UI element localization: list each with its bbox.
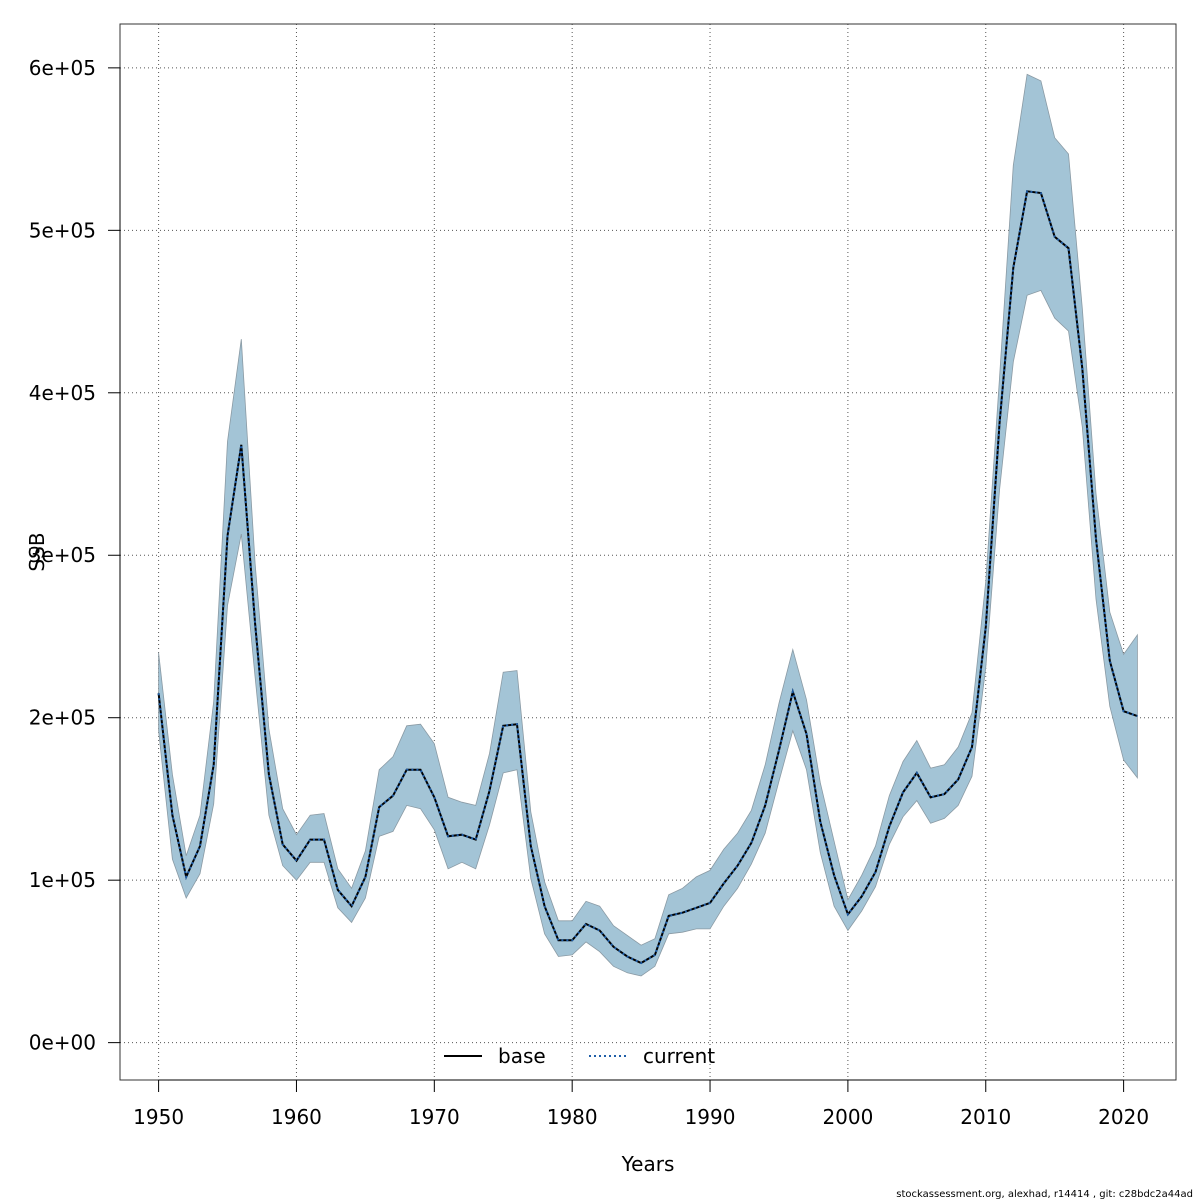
x-tick-label: 2010 (960, 1105, 1011, 1129)
confidence-band (158, 73, 1138, 977)
legend-label-current: current (643, 1044, 715, 1068)
y-tick-label: 1e+05 (29, 868, 96, 892)
series-line-base (157, 190, 1138, 965)
x-tick-label: 1960 (271, 1105, 322, 1129)
confidence-band-layer (158, 73, 1138, 977)
y-tick-label: 0e+00 (29, 1031, 96, 1055)
series-lines-layer (157, 190, 1138, 965)
x-tick-label: 2000 (822, 1105, 873, 1129)
x-axis: 1950 1960 1970 1980 1990 2000 2010 2020 (133, 1079, 1149, 1129)
y-tick-label: 5e+05 (29, 218, 96, 242)
x-tick-label: 1990 (685, 1105, 736, 1129)
legend: base current (444, 1044, 715, 1068)
x-axis-title: Years (621, 1152, 675, 1176)
x-tick-label: 1980 (547, 1105, 598, 1129)
y-axis: 0e+00 1e+05 2e+05 3e+05 4e+05 5e+05 6e+05 (29, 56, 121, 1055)
legend-label-base: base (498, 1044, 546, 1068)
y-tick-label: 2e+05 (29, 706, 96, 730)
x-tick-label: 2020 (1098, 1105, 1149, 1129)
footer-credit: stockassessment.org, alexhad, r14414 , g… (896, 1189, 1193, 1200)
y-tick-label: 6e+05 (29, 56, 96, 80)
y-axis-title: SSB (25, 532, 49, 571)
y-tick-label: 4e+05 (29, 381, 96, 405)
x-tick-label: 1950 (133, 1105, 184, 1129)
y-tick-label: 3e+05 (29, 543, 96, 567)
x-tick-label: 1970 (409, 1105, 460, 1129)
